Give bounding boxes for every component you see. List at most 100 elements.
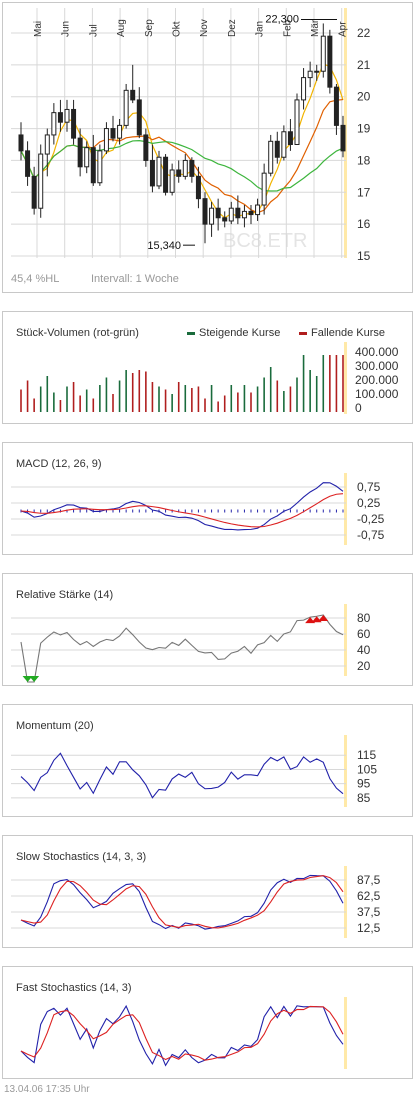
candle-body (301, 77, 307, 101)
slow-stochastics-panel: Slow Stochastics (14, 3, 3) 87,5 62,5 37,5… (2, 835, 413, 948)
candle-body (209, 207, 215, 225)
current-period-highlight (344, 997, 347, 1069)
price-hl-label: 45,4 %HL (11, 273, 60, 285)
volume-y-tick: 400.000 (355, 345, 399, 359)
osc-y-tick: 40 (357, 643, 371, 657)
legend-down: Fallende Kurse (299, 327, 385, 339)
candle-body (340, 124, 346, 152)
current-period-highlight (344, 735, 347, 807)
month-label: Okt (172, 21, 183, 37)
candle-body (169, 169, 175, 193)
macd-chart: 0,75 0,25 -0,25 -0,75 (11, 473, 385, 545)
sma-slow-line (20, 140, 344, 192)
high-price-label: 22,300 (265, 13, 299, 25)
candle-body (215, 207, 221, 219)
rsi-panel: Relative Stärke (14) 80 60 40 20 (2, 573, 413, 686)
osc-y-tick: 95 (357, 777, 371, 791)
candle-body (97, 150, 103, 184)
candle-body (38, 153, 44, 209)
osc-y-tick: 37,5 (357, 905, 381, 919)
candle-body (77, 137, 83, 168)
candle-body (248, 210, 254, 216)
candle-body (294, 99, 300, 145)
candle-body (90, 147, 96, 184)
candle-body (241, 210, 247, 219)
candle-body (182, 159, 188, 177)
slow-k-line (20, 874, 344, 930)
candle-body (123, 89, 129, 126)
current-period-highlight (344, 604, 347, 676)
candle-body (320, 35, 326, 72)
price-interval-label: Intervall: 1 Woche (91, 273, 179, 285)
overbought-marker (318, 615, 329, 621)
osc-y-tick: 0,25 (357, 496, 381, 510)
candle-body (314, 70, 320, 73)
osc-y-tick: 105 (357, 762, 377, 776)
candle-body (57, 112, 63, 123)
candle-body (195, 175, 201, 200)
candle-body (327, 35, 333, 88)
osc-y-tick: 20 (357, 659, 371, 673)
candle-body (281, 131, 287, 158)
month-label: Nov (199, 19, 210, 37)
fast-stochastics-chart (20, 997, 347, 1069)
month-label: Mär (310, 19, 321, 37)
momentum-line (20, 752, 344, 799)
price-chart: BC8.ETR 22 21 20 19 18 17 16 15 Mai Jun Jul Aug Sep Ok… (11, 8, 371, 263)
candle-body (235, 207, 241, 219)
volume-y-tick: 100.000 (355, 387, 399, 401)
price-y-tick: 22 (357, 26, 371, 40)
price-y-tick: 16 (357, 217, 371, 231)
price-y-tick: 21 (357, 58, 371, 72)
fast-stochastics-title: Fast Stochastics (14, 3) (16, 982, 132, 994)
oversold-marker (29, 676, 40, 682)
month-label: Apr (338, 21, 349, 37)
oversold-marker (22, 676, 33, 682)
candle-body (31, 175, 37, 209)
month-label: Jul (88, 24, 99, 37)
candle-body (333, 86, 339, 126)
momentum-title: Momentum (20) (16, 720, 94, 732)
month-label: Jan (255, 21, 266, 37)
volume-y-tick: 300.000 (355, 359, 399, 373)
osc-y-tick: 85 (357, 791, 371, 805)
fast-stochastics-panel: Fast Stochastics (14, 3) (2, 966, 413, 1079)
price-y-tick: 17 (357, 185, 371, 199)
candle-body (307, 70, 313, 79)
candle-body (156, 156, 162, 187)
price-y-tick: 20 (357, 90, 371, 104)
candle-body (71, 108, 77, 139)
footer-timestamp: 13.04.06 17:35 Uhr (4, 1084, 90, 1095)
candle-body (18, 134, 24, 152)
volume-y-tick: 200.000 (355, 373, 399, 387)
candle-body (261, 172, 267, 206)
candle-body (202, 198, 208, 225)
candle-body (255, 204, 261, 216)
osc-y-tick: 60 (357, 627, 371, 641)
osc-y-tick: 87,5 (357, 873, 381, 887)
candle-body (130, 89, 136, 101)
volume-title: Stück-Volumen (rot-grün) (16, 327, 139, 339)
fast-k-line (20, 1004, 344, 1067)
macd-title: MACD (12, 26, 9) (16, 458, 102, 470)
candle-body (25, 150, 31, 177)
candle-body (163, 156, 169, 193)
candle-body (117, 124, 123, 139)
rsi-title: Relative Stärke (14) (16, 589, 114, 601)
candle-body (287, 131, 293, 145)
month-label: Dez (227, 19, 238, 37)
candle-body (110, 128, 116, 139)
month-label: Feb (282, 19, 293, 37)
month-label: Mai (33, 21, 44, 37)
macd-line (20, 482, 344, 531)
slow-stochastics-title: Slow Stochastics (14, 3, 3) (16, 851, 147, 863)
candle-body (103, 128, 109, 152)
candle-body (274, 140, 280, 158)
candle-body (136, 99, 142, 136)
candle-body (222, 217, 228, 222)
candle-body (268, 140, 274, 174)
rsi-line (20, 614, 344, 683)
slow-stochastics-chart: 87,5 62,5 37,5 12,5 (11, 866, 381, 938)
candle-body (44, 134, 50, 155)
